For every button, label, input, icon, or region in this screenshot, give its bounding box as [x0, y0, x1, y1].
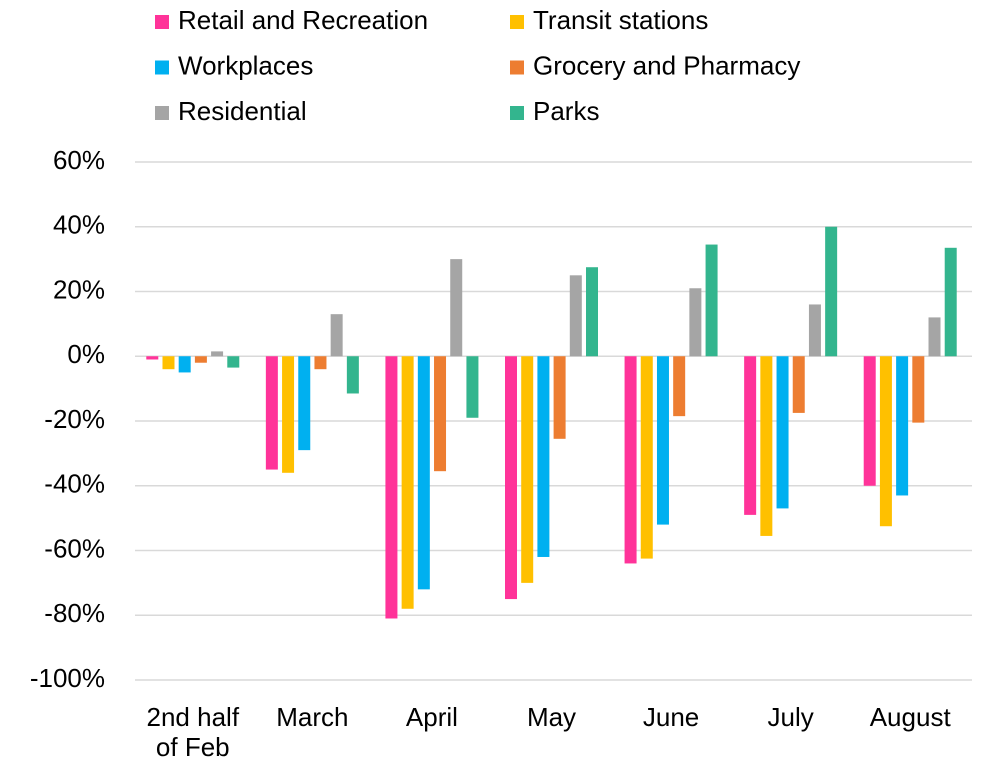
bar — [314, 356, 327, 370]
bar — [346, 356, 359, 394]
bar — [825, 226, 838, 357]
bar — [162, 356, 175, 370]
bar — [776, 356, 789, 509]
y-tick-label: -60% — [44, 533, 105, 563]
bar — [944, 247, 957, 357]
bar — [553, 356, 566, 439]
bar — [434, 356, 447, 472]
y-tick-label: 40% — [53, 210, 105, 240]
bar — [586, 267, 598, 357]
bar — [146, 356, 159, 360]
legend-swatch — [155, 15, 169, 29]
y-tick-label: -40% — [44, 469, 105, 499]
bar — [569, 275, 582, 357]
bar — [521, 356, 534, 583]
bar — [401, 356, 414, 609]
bar — [330, 314, 343, 357]
bar — [863, 356, 876, 486]
x-tick-label: May — [526, 702, 577, 732]
bar — [385, 356, 398, 619]
bar — [640, 356, 653, 559]
bar — [282, 356, 295, 473]
bar — [450, 259, 463, 357]
bar — [792, 356, 805, 413]
legend-label: Parks — [533, 96, 599, 126]
bar — [912, 356, 925, 423]
x-tick-label: June — [642, 702, 700, 732]
bar — [656, 356, 669, 525]
legend-swatch — [155, 60, 169, 75]
bar — [466, 356, 479, 418]
x-tick-label: 2nd half of Feb — [146, 702, 240, 762]
x-tick-label: March — [276, 702, 349, 732]
legend-swatch — [510, 106, 524, 120]
legend-label: Residential — [178, 96, 307, 126]
y-tick-label: -80% — [44, 598, 105, 628]
y-tick-label: 0% — [67, 339, 105, 369]
bar — [673, 356, 686, 417]
bar — [194, 356, 207, 363]
bar — [227, 356, 240, 368]
y-tick-label: 60% — [53, 145, 105, 175]
x-tick-label: July — [767, 702, 814, 732]
legend-label: Transit stations — [533, 5, 708, 35]
legend-label: Grocery and Pharmacy — [533, 50, 800, 80]
bar — [624, 356, 637, 564]
y-tick-label: -20% — [44, 404, 105, 434]
bar — [879, 356, 892, 527]
bar — [760, 356, 773, 536]
bar — [265, 356, 278, 470]
bar — [505, 356, 517, 600]
legend-label: Workplaces — [178, 50, 313, 80]
legend-swatch — [155, 106, 169, 120]
bar — [928, 317, 941, 357]
x-tick-label: April — [405, 702, 458, 732]
legend-label: Retail and Recreation — [178, 5, 428, 35]
bar — [896, 356, 909, 496]
bar — [705, 244, 718, 357]
y-tick-label: -100% — [30, 663, 105, 693]
bar — [211, 351, 224, 357]
bar — [537, 356, 550, 557]
bar — [744, 356, 757, 515]
bar — [689, 288, 702, 357]
bar — [417, 356, 430, 590]
y-tick-label: 20% — [53, 274, 105, 304]
legend-swatch — [510, 15, 524, 29]
bar — [298, 356, 311, 451]
legend-swatch — [510, 60, 524, 75]
bar — [808, 304, 821, 357]
bar — [178, 356, 191, 373]
x-tick-label: August — [869, 702, 951, 732]
